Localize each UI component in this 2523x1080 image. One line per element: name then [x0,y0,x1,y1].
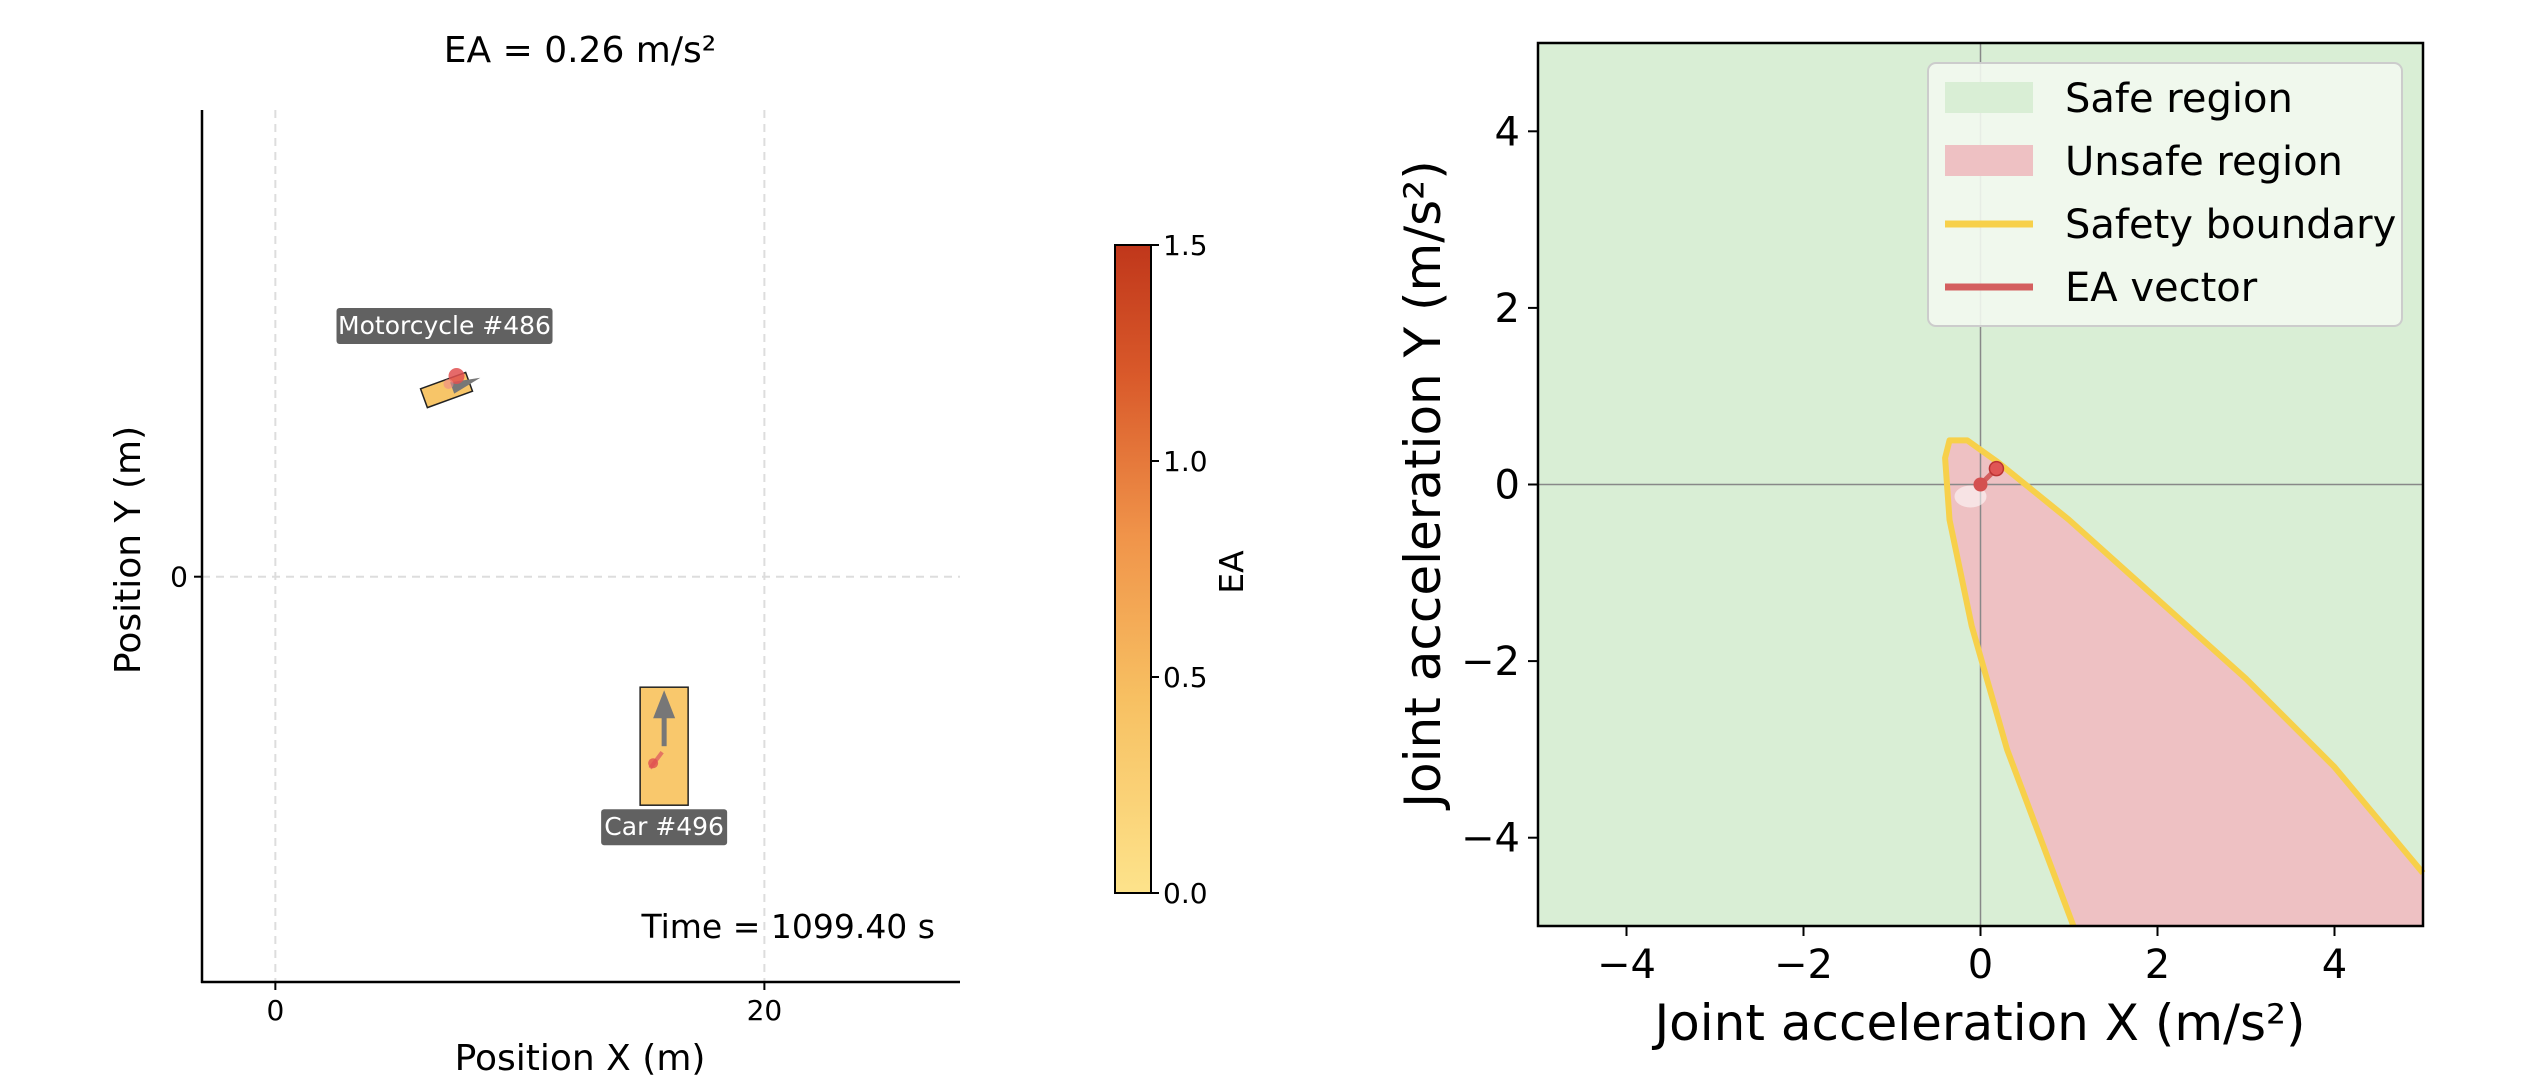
legend-item: Unsafe region [1945,139,2343,185]
colorbar-tick-label: 0.0 [1163,877,1208,910]
legend-label: Safety boundary [2065,202,2396,248]
left-panel: EA = 0.26 m/s² 0 20 0 Motorcycle #486 Car #… [108,30,960,1079]
legend-box [1927,62,2403,327]
right-y-tick-label: −4 [1461,816,1520,862]
motorcycle-ea-dot [448,368,465,385]
right-x-tick-label: −2 [1774,942,1833,988]
motorcycle-body [419,371,474,409]
left-y-tick-label: 0 [170,561,188,594]
legend-swatch [1945,82,2033,113]
right-y-tick-label: 2 [1495,286,1520,332]
left-x-tick-label: 0 [266,994,284,1027]
colorbar-label: EA [1212,550,1251,594]
car-label-box [601,809,728,846]
right-y-tick-label: 0 [1495,463,1520,509]
car-label: Car #496 [604,812,724,841]
motorcycle-label: Motorcycle #486 [338,311,551,340]
left-title: EA = 0.26 m/s² [444,30,716,71]
right-ticks: −4 −4 −2 −2 0 0 2 2 4 4 [1461,109,2347,988]
car-ea-dot [648,758,659,769]
colorbar-tick-label: 1.0 [1163,445,1208,478]
safety-boundary-line [1942,437,2426,928]
colorbar-tick-label: 1.5 [1163,229,1208,262]
left-y-label: Position Y (m) [108,426,149,674]
legend: Safe region Unsafe region Safety boundary E… [1927,62,2403,327]
motorcycle-vehicle: Motorcycle #486 [336,308,553,409]
right-x-tick-label: 2 [2145,942,2170,988]
colorbar: 0.0 0.5 1.0 1.5 EA [1114,229,1251,910]
right-x-tick-label: −4 [1597,942,1656,988]
colorbar-tick-label: 0.5 [1163,661,1208,694]
legend-swatch [1945,145,2033,176]
unsafe-region [1945,440,2423,926]
right-x-tick-label: 0 [1968,942,1993,988]
right-y-tick-label: 4 [1495,109,1520,155]
car-vehicle: Car #496 [601,686,728,846]
right-y-tick-label: −2 [1461,639,1520,685]
colorbar-gradient [1114,244,1152,894]
ea-vector [1954,460,2005,508]
legend-label: EA vector [2065,265,2258,311]
colorbar-ticks: 0.0 0.5 1.0 1.5 [1151,229,1208,910]
legend-label: Safe region [2065,76,2293,122]
right-y-label: Joint acceleration Y (m/s²) [1394,160,1452,810]
legend-item: Safety boundary [1945,202,2396,248]
ea-point [1988,460,2005,477]
right-x-tick-label: 4 [2322,942,2347,988]
legend-label: Unsafe region [2065,139,2343,185]
left-vehicles: Motorcycle #486 Car #496 [336,308,728,846]
legend-item: Safe region [1945,76,2293,122]
motorcycle-label-box [336,308,553,345]
right-x-label: Joint acceleration X (m/s²) [1651,994,2305,1052]
ea-origin-dot [1973,477,1988,492]
left-x-label: Position X (m) [455,1038,706,1079]
left-ticks: 0 20 0 [170,561,782,1027]
car-heading-arrow [653,690,676,719]
left-x-tick-label: 20 [747,994,783,1027]
left-grid [202,110,960,982]
legend-item: EA vector [1945,265,2258,311]
time-label: Time = 1099.40 s [640,907,935,946]
motorcycle-ea-trail [443,379,454,390]
